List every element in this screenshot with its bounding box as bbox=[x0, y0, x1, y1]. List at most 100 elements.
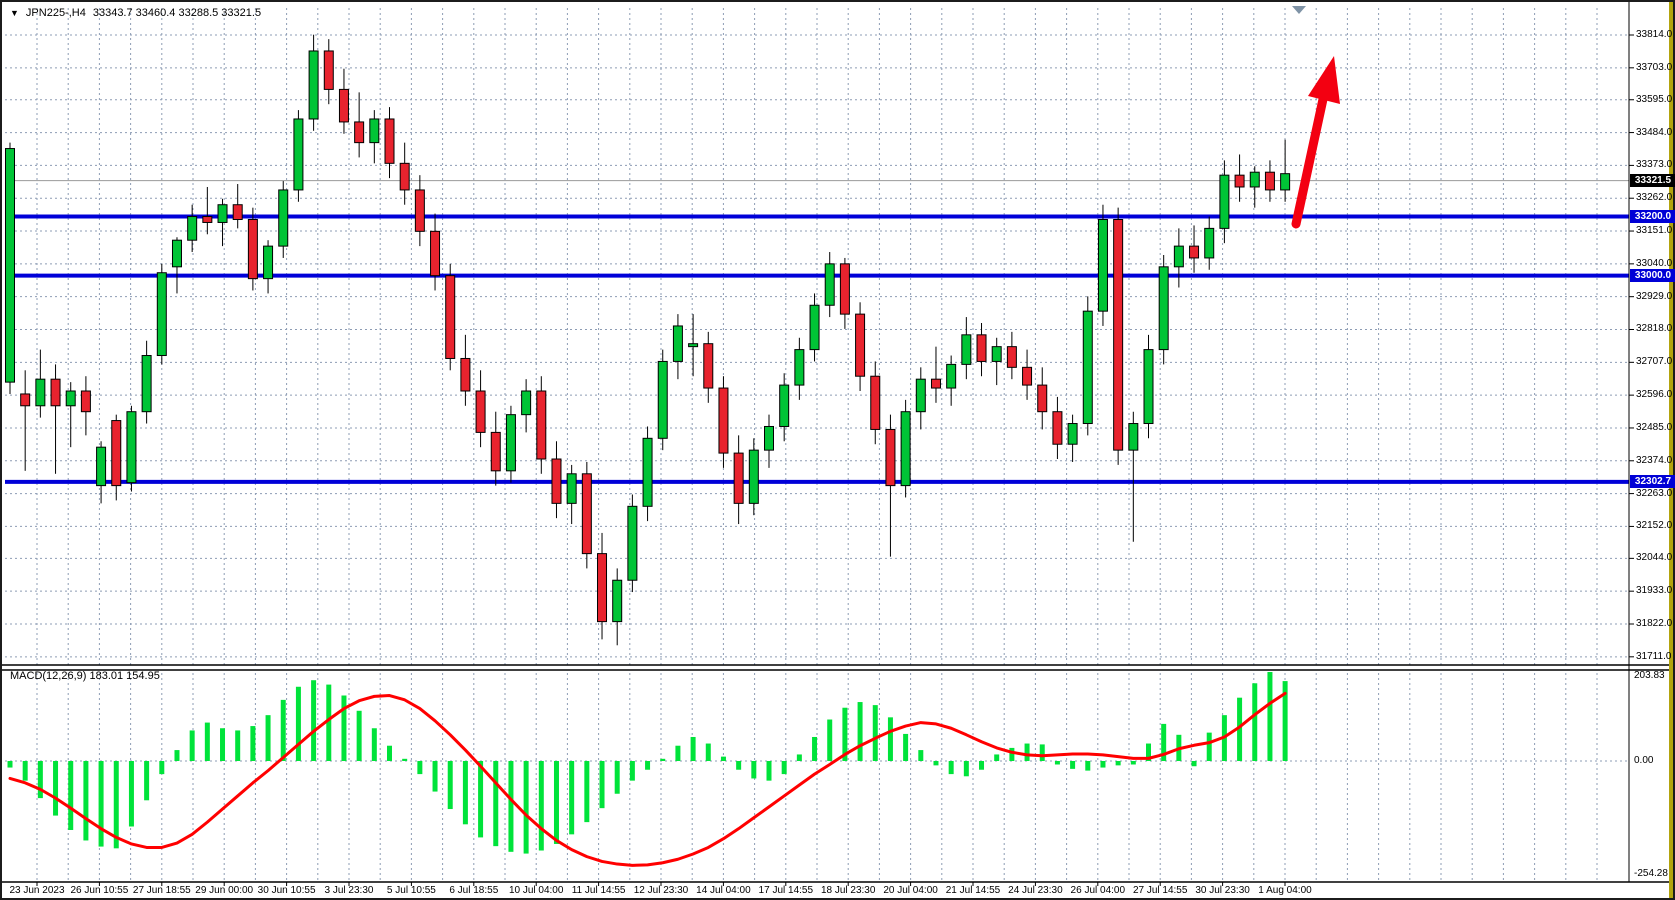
candle-up bbox=[1158, 266, 1169, 351]
macd-scale-max: 203.83 bbox=[1634, 670, 1665, 681]
macd-histogram-bar bbox=[584, 761, 590, 823]
macd-histogram-bar bbox=[341, 695, 347, 761]
macd-histogram-bar bbox=[1191, 761, 1197, 767]
candle-down bbox=[551, 458, 562, 504]
macd-histogram-bar bbox=[1252, 683, 1258, 761]
support-low-level-badge[interactable]: 32302.7 bbox=[1630, 475, 1675, 489]
candle-down bbox=[733, 452, 744, 504]
price-tick-label: 32818.0 bbox=[1636, 323, 1673, 335]
price-tick-label: 33814.0 bbox=[1636, 29, 1673, 40]
macd-histogram-bar bbox=[1146, 743, 1151, 761]
macd-histogram-bar bbox=[265, 715, 271, 761]
candle-up bbox=[688, 343, 699, 348]
price-tick-label: 31711.0 bbox=[1636, 650, 1672, 662]
time-tick-label: 10 Jul 04:00 bbox=[508, 885, 564, 896]
macd-histogram-bar bbox=[447, 761, 453, 810]
current-price-badge: 33321.5 bbox=[1630, 174, 1675, 188]
macd-histogram-bar bbox=[1054, 761, 1060, 765]
time-tick-label: 24 Jul 23:30 bbox=[1008, 885, 1063, 896]
candle-down bbox=[870, 375, 881, 430]
candle-up bbox=[141, 355, 152, 413]
macd-histogram-bar bbox=[963, 761, 969, 777]
candle-down bbox=[1264, 171, 1275, 191]
macd-histogram-bar bbox=[948, 761, 954, 775]
time-tick-label: 1 Aug 04:00 bbox=[1258, 885, 1312, 896]
macd-histogram-bar bbox=[83, 761, 89, 841]
candle-down bbox=[976, 334, 987, 362]
time-tick-label: 14 Jul 04:00 bbox=[696, 885, 751, 896]
macd-histogram-bar bbox=[1115, 761, 1121, 766]
candle-up bbox=[764, 425, 774, 451]
macd-histogram-bar bbox=[159, 761, 165, 775]
macd-histogram-bar bbox=[356, 710, 362, 761]
price-tick-label: 32263.0 bbox=[1636, 487, 1673, 499]
candle-up bbox=[96, 446, 107, 487]
candle-up bbox=[1280, 173, 1291, 191]
price-tick-label: 32044.0 bbox=[1636, 552, 1673, 564]
macd-histogram-bar bbox=[1130, 761, 1136, 765]
candle-up bbox=[946, 363, 957, 389]
macd-histogram-bar bbox=[508, 761, 514, 852]
candle-down bbox=[597, 553, 608, 623]
candle-up bbox=[915, 378, 926, 413]
macd-histogram-bar bbox=[462, 761, 468, 825]
macd-histogram-bar bbox=[933, 761, 939, 766]
candle-up bbox=[1082, 310, 1093, 425]
candle-up bbox=[961, 334, 972, 365]
macd-histogram-bar bbox=[599, 761, 605, 809]
macd-histogram-bar bbox=[645, 761, 651, 770]
trend-arrow-shaft[interactable] bbox=[1291, 85, 1330, 229]
time-tick-label: 20 Jul 04:00 bbox=[883, 885, 938, 896]
symbol-timeframe-label: JPN225-,H4 bbox=[25, 7, 86, 19]
macd-histogram-bar bbox=[144, 761, 150, 801]
macd-histogram-bar bbox=[250, 726, 256, 761]
candle-up bbox=[1067, 423, 1078, 445]
candle-down bbox=[445, 275, 456, 359]
macd-histogram-bar bbox=[903, 733, 909, 761]
macd-histogram-bar bbox=[1039, 744, 1045, 761]
candle-up bbox=[1204, 227, 1215, 259]
price-tick-label: 31822.0 bbox=[1636, 617, 1673, 629]
macd-histogram-bar bbox=[295, 686, 301, 761]
candle-down bbox=[384, 118, 395, 164]
macd-histogram-bar bbox=[493, 761, 499, 847]
macd-histogram-bar bbox=[98, 761, 104, 847]
macd-histogram-bar bbox=[629, 761, 635, 781]
candle-up bbox=[187, 216, 198, 241]
macd-histogram-bar bbox=[660, 758, 666, 761]
candle-up bbox=[1219, 174, 1230, 229]
macd-histogram-bar bbox=[766, 761, 772, 781]
window-right-border bbox=[1669, 2, 1675, 898]
time-tick-label: 6 Jul 18:55 bbox=[449, 885, 499, 896]
support-mid-level-badge[interactable]: 33000.0 bbox=[1630, 269, 1675, 283]
time-tick-label: 27 Jul 14:55 bbox=[1132, 885, 1188, 896]
candle-down bbox=[1113, 219, 1124, 451]
time-tick-label: 3 Jul 23:30 bbox=[324, 885, 374, 896]
candle-up bbox=[65, 390, 76, 407]
macd-histogram-bar bbox=[736, 761, 742, 770]
candle-down bbox=[247, 219, 258, 280]
macd-histogram-bar bbox=[553, 761, 559, 844]
price-tick-label: 33151.0 bbox=[1636, 225, 1673, 237]
object-anchor-icon[interactable] bbox=[1292, 6, 1306, 14]
trend-arrow-head[interactable] bbox=[1308, 56, 1340, 104]
price-tick-label: 32929.0 bbox=[1636, 290, 1673, 302]
macd-histogram-bar bbox=[326, 684, 332, 761]
time-tick-label: 30 Jun 10:55 bbox=[257, 885, 316, 896]
macd-histogram-bar bbox=[53, 761, 59, 816]
candle-up bbox=[779, 384, 790, 427]
macd-histogram-bar bbox=[1267, 671, 1273, 761]
macd-histogram-bar bbox=[1085, 761, 1091, 771]
candle-up bbox=[672, 325, 683, 362]
candle-up bbox=[278, 189, 289, 247]
symbol-dropdown-icon[interactable]: ▼ bbox=[10, 7, 19, 18]
candle-down bbox=[1189, 245, 1200, 259]
candle-up bbox=[1128, 423, 1139, 451]
resistance-level-badge[interactable]: 33200.0 bbox=[1630, 210, 1675, 224]
candle-up bbox=[156, 272, 167, 357]
candle-up bbox=[642, 437, 653, 507]
candle-up bbox=[126, 411, 137, 484]
macd-histogram-bar bbox=[690, 736, 696, 761]
